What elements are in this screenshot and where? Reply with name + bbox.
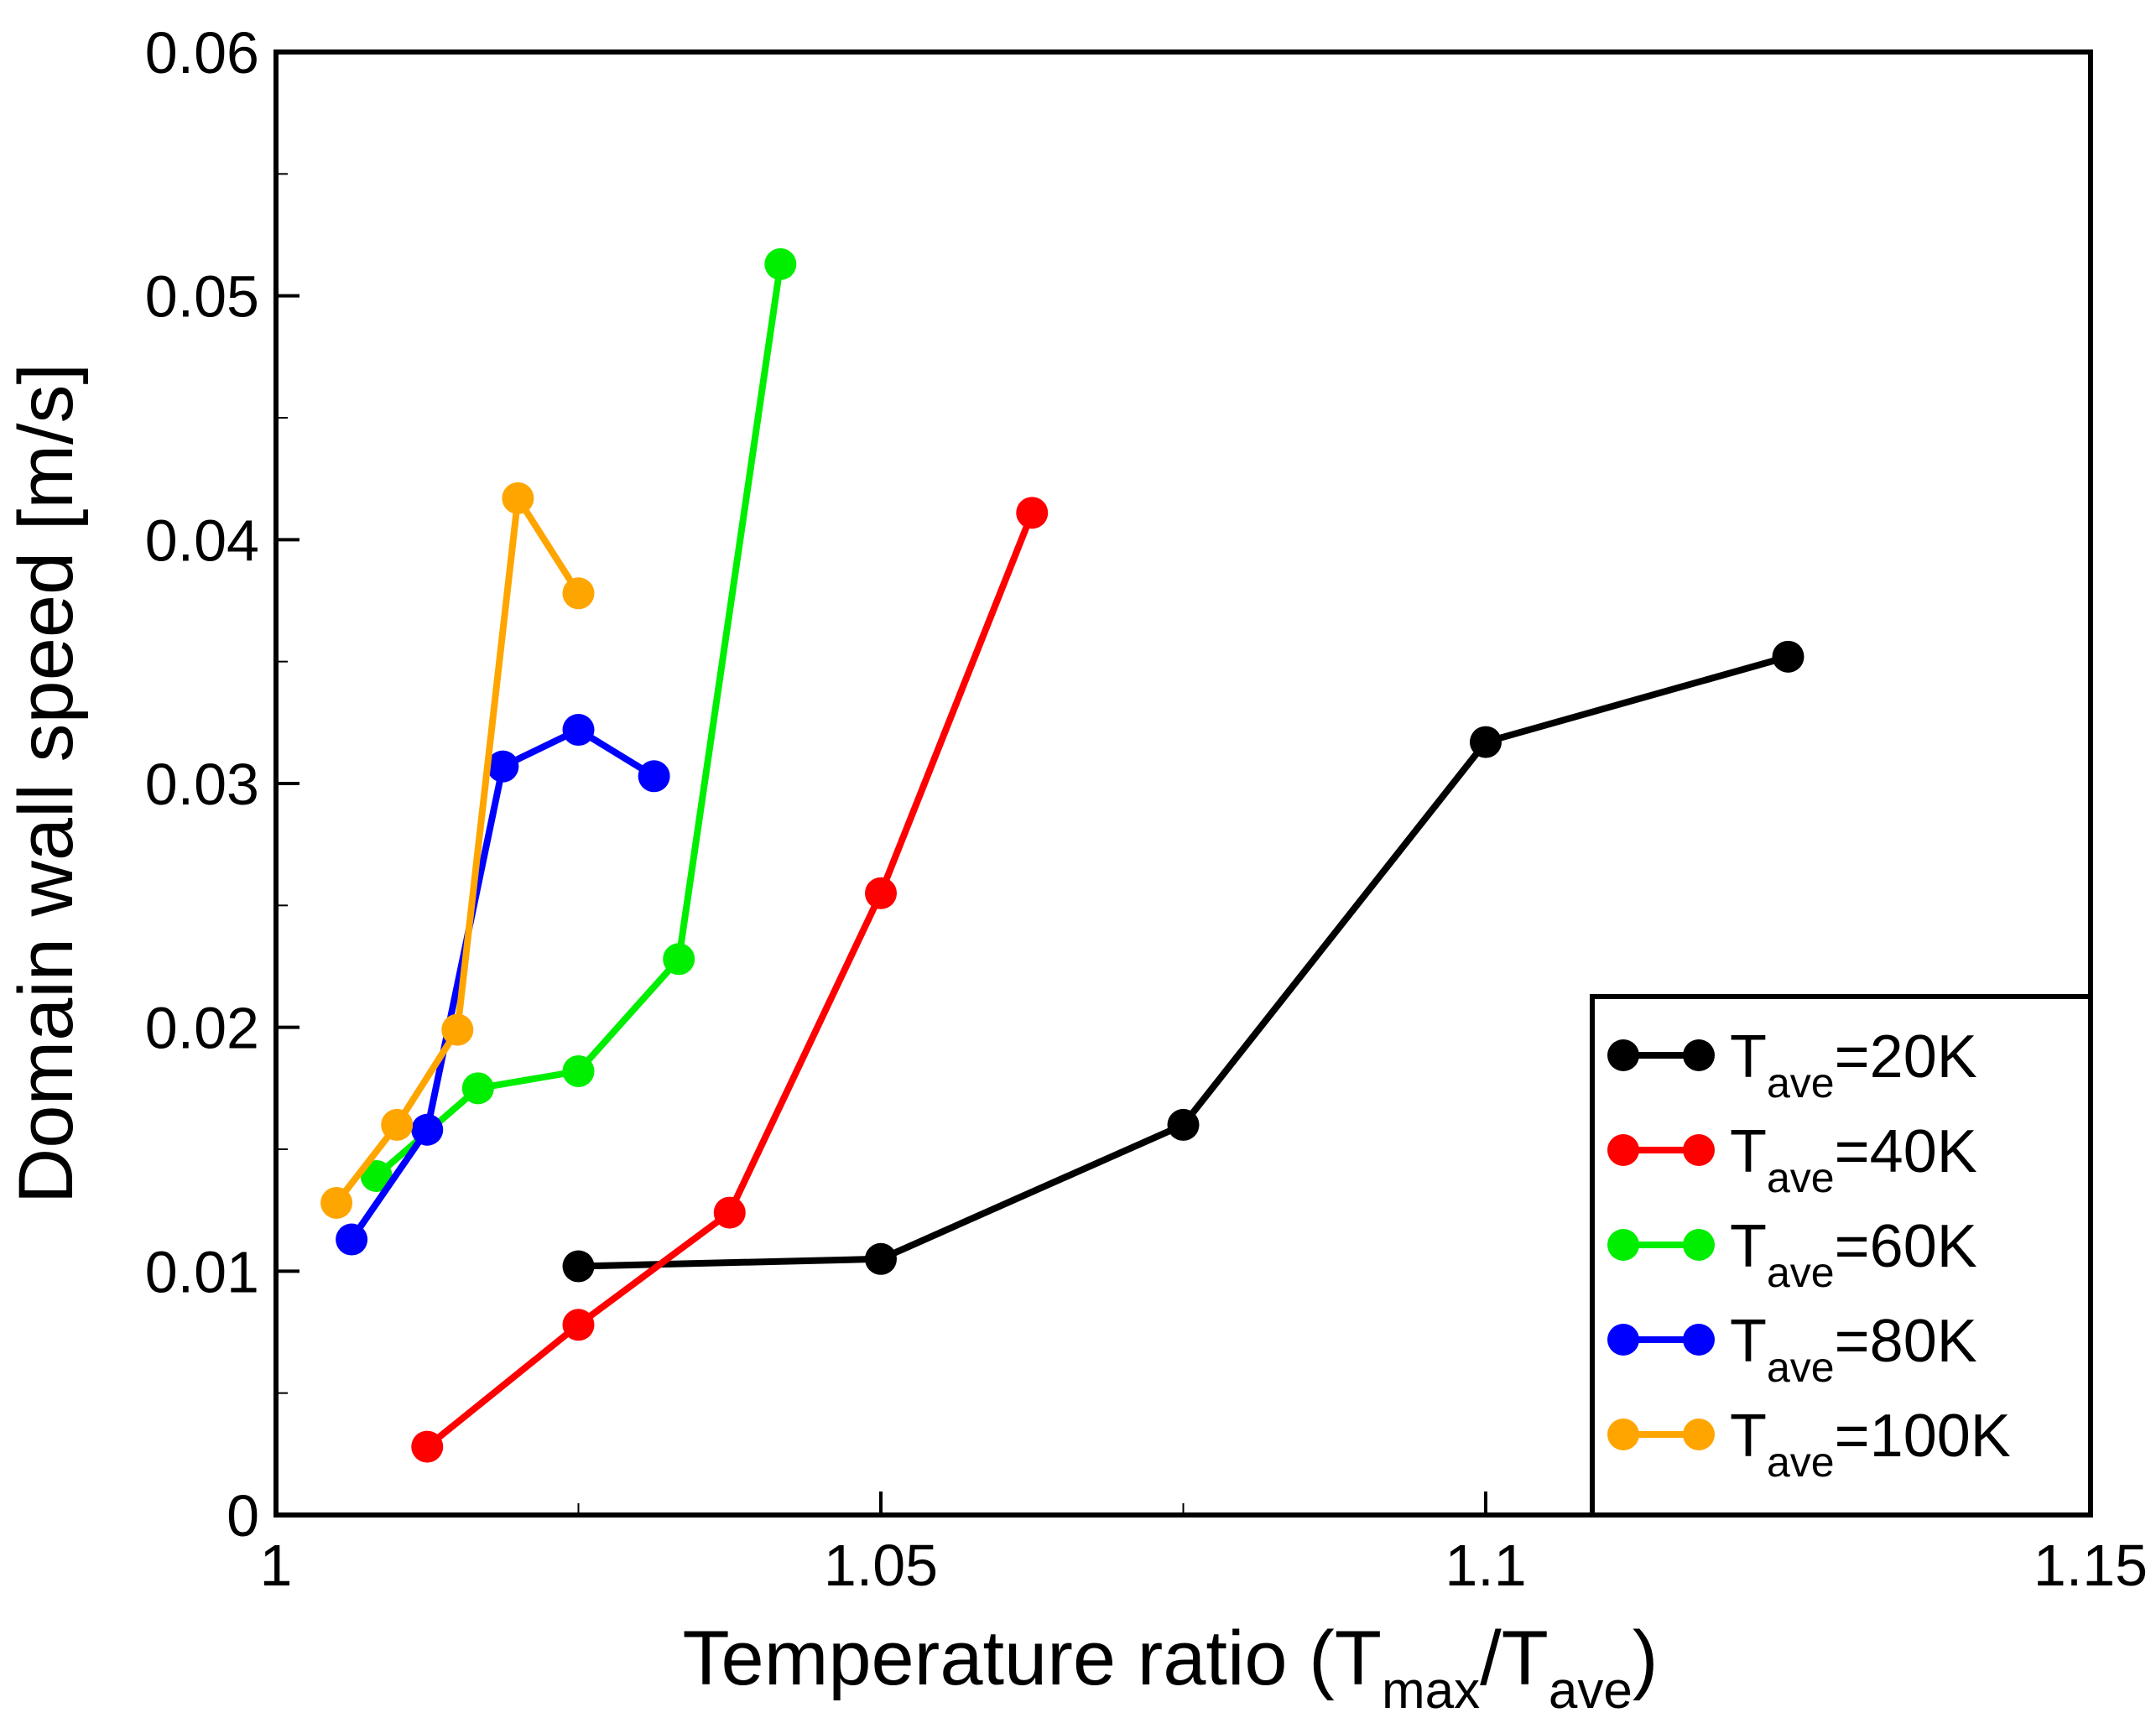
data-point xyxy=(461,1072,494,1105)
legend-label-suffix: =60K xyxy=(1835,1213,1977,1280)
data-point xyxy=(441,1013,474,1046)
y-tick-label: 0.01 xyxy=(145,1239,259,1304)
x-tick-label: 1.05 xyxy=(824,1533,938,1598)
data-point xyxy=(411,1430,444,1463)
legend-label-suffix: =20K xyxy=(1835,1023,1977,1091)
legend-label: Tave=60K xyxy=(1730,1213,1977,1296)
data-point xyxy=(713,1196,746,1229)
legend-label-main: T xyxy=(1730,1213,1767,1280)
legend-label-sub: ave xyxy=(1767,1154,1835,1201)
legend-item: Tave=60K xyxy=(1607,1213,1977,1296)
data-point xyxy=(381,1108,414,1141)
x-axis-label-end: ) xyxy=(1633,1616,1659,1701)
series-4 xyxy=(336,714,670,1256)
legend-label-sub: ave xyxy=(1767,1439,1835,1486)
y-tick-label: 0.05 xyxy=(145,264,259,330)
legend-swatch-marker xyxy=(1683,1419,1715,1450)
legend-item: Tave=40K xyxy=(1607,1118,1977,1201)
data-point xyxy=(663,943,695,976)
series-1 xyxy=(562,640,1804,1283)
data-point xyxy=(487,750,519,783)
legend-label-sub: ave xyxy=(1767,1344,1835,1391)
legend-swatch-marker xyxy=(1683,1324,1715,1356)
x-tick-label: 1 xyxy=(260,1533,293,1598)
y-tick-label: 0.04 xyxy=(145,508,259,573)
data-point xyxy=(764,247,797,280)
x-axis-label-sub-ave: ave xyxy=(1549,1662,1633,1718)
data-point xyxy=(1772,640,1804,673)
data-point xyxy=(562,1309,595,1341)
legend-label: Tave=40K xyxy=(1730,1118,1977,1201)
legend: Tave=20KTave=40KTave=60KTave=80KTave=100… xyxy=(1590,994,2093,1518)
data-point xyxy=(411,1113,444,1146)
tick-labels: 0 0.01 0.02 0.03 0.04 0.05 0.06 1 1.05 1.1 1.15 xyxy=(145,20,2148,1598)
data-point xyxy=(1016,497,1049,529)
legend-swatch-marker xyxy=(1607,1229,1639,1261)
data-point xyxy=(638,760,670,793)
data-point xyxy=(562,1054,595,1087)
legend-swatch-marker xyxy=(1683,1134,1715,1166)
series-3 xyxy=(360,247,797,1192)
legend-swatch-marker xyxy=(1607,1039,1639,1071)
legend-label: Tave=20K xyxy=(1730,1023,1977,1106)
data-point xyxy=(320,1186,353,1219)
legend-box xyxy=(1590,994,2093,1518)
legend-label-main: T xyxy=(1730,1403,1767,1470)
legend-label-main: T xyxy=(1730,1308,1767,1375)
data-point xyxy=(1167,1108,1200,1141)
data-point xyxy=(562,1250,595,1283)
series-layer xyxy=(320,247,1804,1463)
legend-label: Tave=100K xyxy=(1730,1403,2011,1486)
x-axis-label-mid: /T xyxy=(1480,1616,1549,1701)
data-point xyxy=(502,482,534,514)
x-axis-label-sub-max: max xyxy=(1382,1662,1480,1718)
legend-label-sub: ave xyxy=(1767,1249,1835,1296)
legend-label-suffix: =40K xyxy=(1835,1118,1977,1185)
legend-swatch-marker xyxy=(1683,1039,1715,1071)
data-point xyxy=(865,1242,897,1275)
data-point xyxy=(360,1159,393,1192)
legend-swatch-marker xyxy=(1607,1134,1639,1166)
y-tick-label: 0 xyxy=(227,1483,259,1549)
legend-label-suffix: =100K xyxy=(1835,1403,2011,1470)
data-point xyxy=(562,577,595,610)
y-tick-label: 0.03 xyxy=(145,752,259,817)
legend-swatch-marker xyxy=(1683,1229,1715,1261)
data-point xyxy=(562,714,595,747)
y-tick-label: 0.06 xyxy=(145,20,259,86)
legend-label-sub: ave xyxy=(1767,1059,1835,1106)
y-tick-label: 0.02 xyxy=(145,996,259,1061)
legend-label-main: T xyxy=(1730,1118,1767,1185)
legend-swatch-marker xyxy=(1607,1419,1639,1450)
legend-item: Tave=20K xyxy=(1607,1023,1977,1106)
x-axis-label-main: Temperature ratio (T xyxy=(683,1616,1382,1701)
legend-label: Tave=80K xyxy=(1730,1308,1977,1391)
data-point xyxy=(865,877,897,909)
legend-swatch-marker xyxy=(1607,1324,1639,1356)
series-5 xyxy=(320,482,595,1219)
legend-item: Tave=100K xyxy=(1607,1403,2011,1486)
legend-label-suffix: =80K xyxy=(1835,1308,1977,1375)
y-axis-label: Domain wall speed [m/s] xyxy=(3,363,89,1204)
legend-item: Tave=80K xyxy=(1607,1308,1977,1391)
legend-label-main: T xyxy=(1730,1023,1767,1091)
series-2 xyxy=(411,497,1049,1463)
data-point xyxy=(1470,726,1502,758)
data-point xyxy=(336,1223,368,1256)
x-tick-label: 1.15 xyxy=(2034,1533,2148,1598)
x-tick-label: 1.1 xyxy=(1445,1533,1526,1598)
x-axis-label: Temperature ratio (Tmax/Tave) xyxy=(683,1616,1659,1718)
